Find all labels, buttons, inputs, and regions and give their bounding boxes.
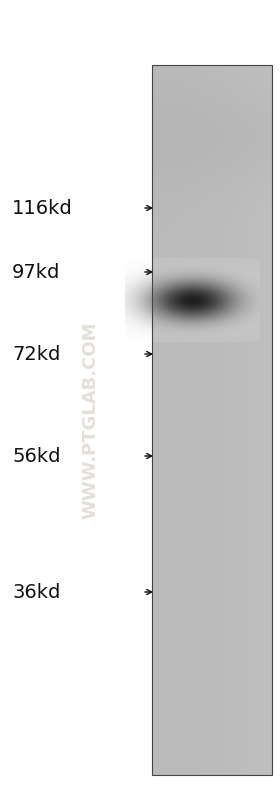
Text: 56kd: 56kd [12,447,60,466]
Bar [152,65,272,775]
Text: 36kd: 36kd [12,582,60,602]
Text: 116kd: 116kd [12,198,73,217]
Text: WWW.PTGLAB.COM: WWW.PTGLAB.COM [81,321,99,519]
Text: 97kd: 97kd [12,263,60,281]
Text: 72kd: 72kd [12,344,60,364]
